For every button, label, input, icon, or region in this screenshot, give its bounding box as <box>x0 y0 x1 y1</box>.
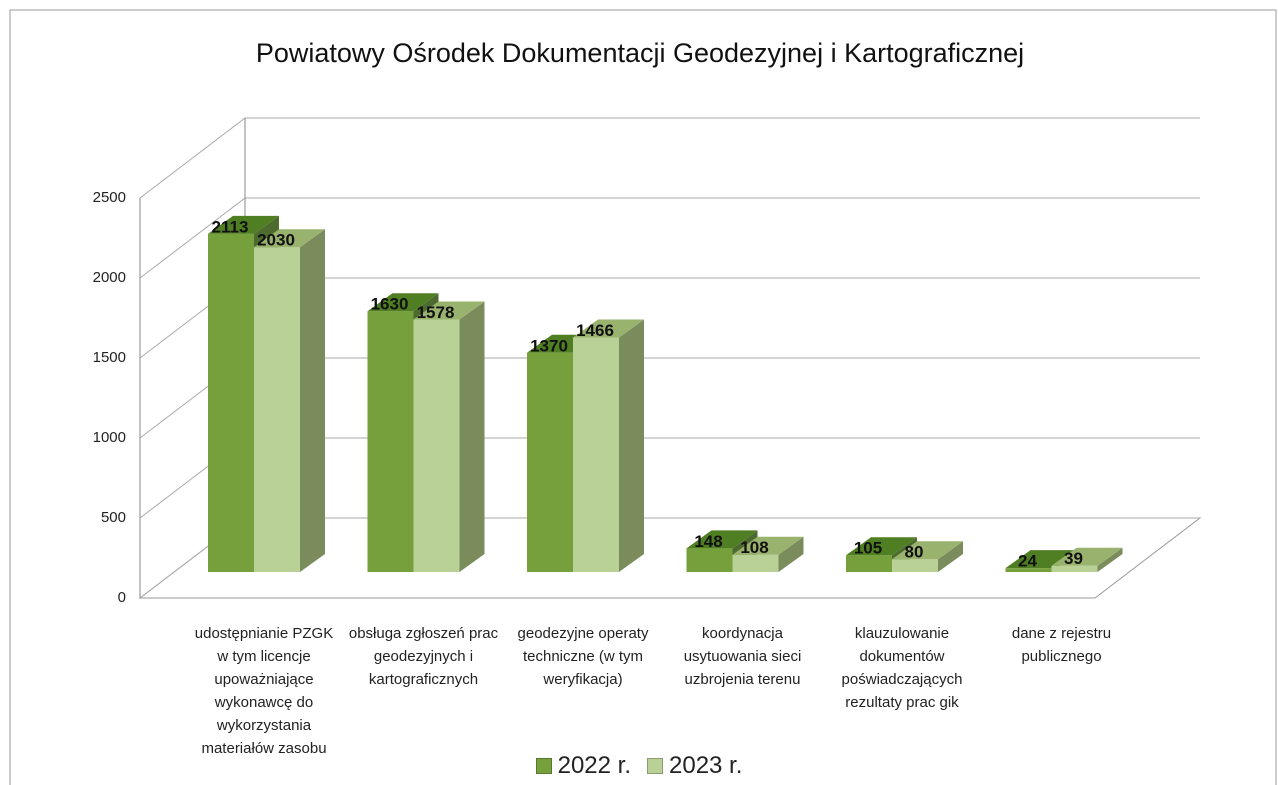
bar-top <box>254 229 325 248</box>
bar <box>1051 547 1123 572</box>
x-tick-label: klauzulowanie dokumentów poświadczającyc… <box>841 625 963 711</box>
value-label: 1466 <box>576 321 614 340</box>
bar-front <box>1051 565 1098 572</box>
bar <box>254 229 325 572</box>
value-label: 2030 <box>257 231 295 250</box>
bar-top <box>1005 550 1077 569</box>
bar-front <box>208 233 254 573</box>
bar-front <box>686 548 733 572</box>
bar-front <box>254 247 300 572</box>
bar-top <box>413 301 485 320</box>
value-label: 80 <box>905 543 924 562</box>
legend-label: 2022 r. <box>557 752 631 779</box>
bar-front <box>527 352 573 572</box>
value-label: 108 <box>740 538 768 557</box>
x-tick-label: udostępnianie PZGK w tym licencje upoważ… <box>194 625 334 757</box>
bar <box>413 301 485 572</box>
bar-side <box>778 536 804 572</box>
value-label: 1578 <box>417 303 455 322</box>
bar-front <box>892 559 938 572</box>
y-tick-label: 1000 <box>93 429 126 446</box>
x-tick-label: obsługa zgłoszeń prac geodezyjnych i kar… <box>348 625 499 688</box>
bar <box>573 319 644 572</box>
value-label: 2113 <box>212 217 249 236</box>
bar-top <box>367 293 439 312</box>
value-label: 1630 <box>371 295 409 314</box>
bar-front <box>413 319 460 572</box>
bar-side <box>938 541 963 572</box>
bar-top <box>732 536 804 555</box>
bar-top <box>573 319 644 338</box>
bar <box>732 536 804 572</box>
frame <box>9 9 1277 785</box>
bar-top <box>686 530 758 549</box>
bar-side <box>300 229 325 572</box>
bar-front <box>1005 568 1052 572</box>
legend-item: 2022 r. <box>535 752 631 780</box>
value-label: 1370 <box>530 336 568 355</box>
y-tick-label: 2500 <box>93 189 126 206</box>
legend-swatch <box>647 758 663 774</box>
value-label: 39 <box>1064 549 1083 568</box>
bar-front <box>367 311 414 572</box>
bar-front <box>846 555 892 572</box>
chart-title: Powiatowy Ośrodek Dokumentacji Geodezyjn… <box>256 38 1024 68</box>
bar-top <box>1051 547 1123 566</box>
bar-side <box>459 301 485 572</box>
bar-top <box>892 541 963 560</box>
x-tick-label: dane z rejestru publicznego <box>1011 625 1112 665</box>
y-tick-label: 1500 <box>93 349 126 366</box>
legend-label: 2023 r. <box>669 752 743 779</box>
bar-front <box>573 337 619 572</box>
y-tick-label: 0 <box>118 589 126 606</box>
x-tick-label: koordynacja usytuowania sieci uzbrojenia… <box>683 625 802 688</box>
x-tick-label: geodezyjne operaty techniczne (w tym wer… <box>517 625 649 688</box>
grid-line <box>139 117 1200 199</box>
legend-swatch <box>535 758 552 774</box>
y-tick-label: 500 <box>101 509 126 526</box>
legend-item: 2023 r. <box>647 752 742 780</box>
bar-front <box>732 554 779 572</box>
bar-side <box>619 319 644 572</box>
bar-top <box>846 537 917 556</box>
value-label: 24 <box>1018 552 1037 571</box>
y-tick-label: 2000 <box>93 269 126 286</box>
value-label: 105 <box>854 539 882 558</box>
bar <box>892 541 963 572</box>
legend: 2022 r. 2023 r. <box>0 752 1278 781</box>
value-label: 148 <box>694 532 722 551</box>
bar-side <box>1097 547 1123 572</box>
bar-top <box>208 215 279 234</box>
